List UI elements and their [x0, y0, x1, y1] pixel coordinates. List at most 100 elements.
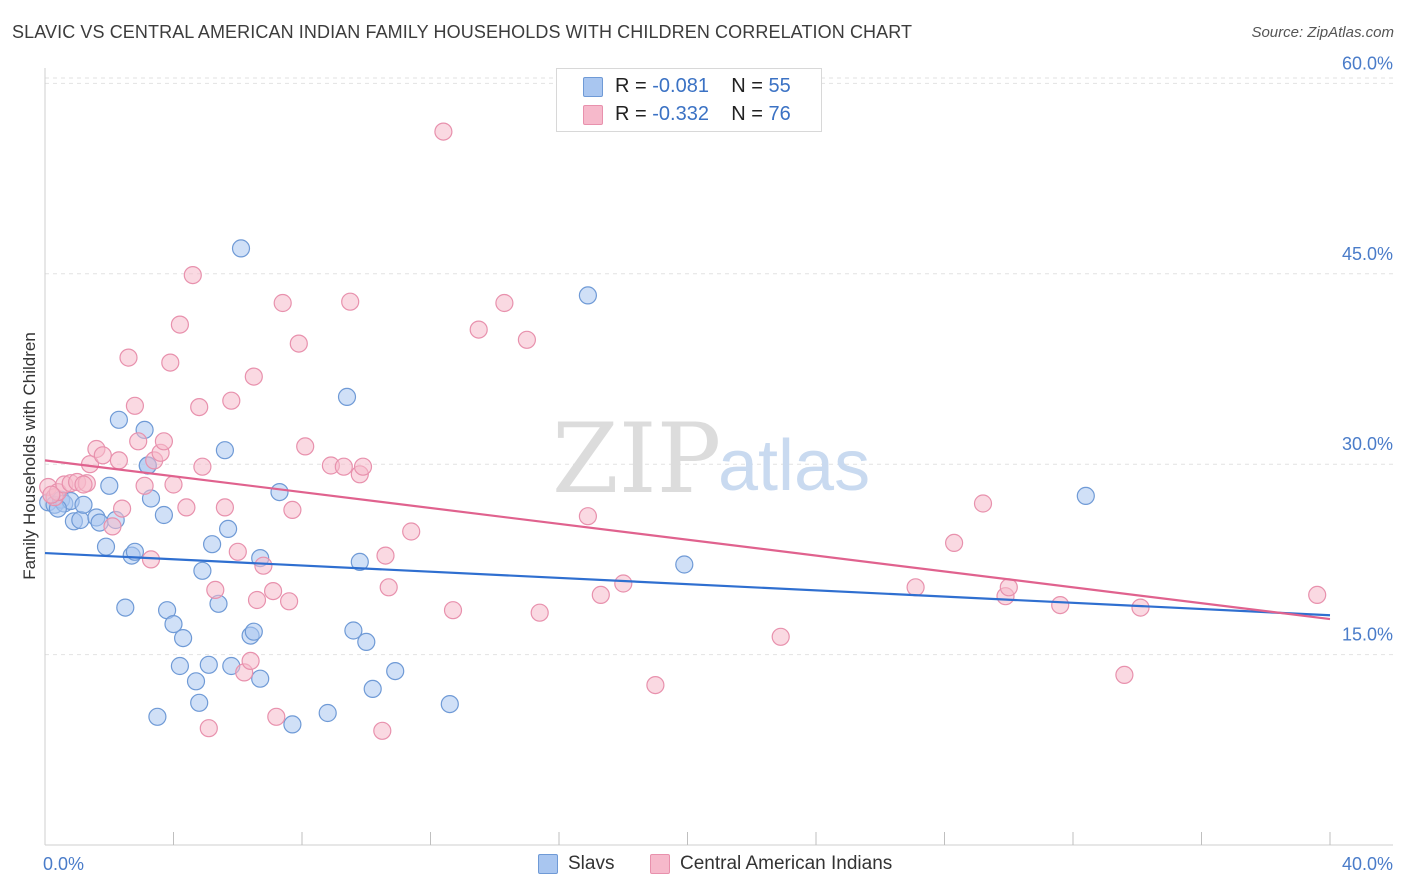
slavs-point [74, 495, 93, 514]
central-american-indians-point [103, 517, 122, 536]
slavs-point [100, 476, 119, 495]
x-tick-label-min: 0.0% [43, 854, 84, 874]
central-american-indians-point [614, 574, 633, 593]
stats-legend: R = -0.081 N = 55 R = -0.332 N = 76 [556, 68, 822, 132]
central-american-indians-point [241, 651, 260, 671]
x-tick-label-max: 40.0% [1342, 854, 1393, 874]
y-axis-label: Family Households with Children [20, 332, 39, 580]
central-american-indians-point [42, 485, 61, 504]
slavs-point [71, 510, 90, 530]
slavs-point [386, 661, 405, 681]
central-american-indians-point [1051, 595, 1070, 615]
central-american-indians-point [373, 721, 392, 740]
slavs-point [219, 519, 238, 539]
central-american-indians-point [1115, 665, 1134, 685]
slavs-point [675, 555, 694, 574]
central-american-indians-point [469, 320, 488, 339]
central-american-indians-point [125, 396, 144, 415]
central-american-indians-point [135, 476, 154, 495]
legend-n-value: 76 [768, 103, 791, 125]
central-american-indians-point [164, 475, 183, 494]
slavs-point [203, 535, 222, 554]
slavs-point [231, 239, 251, 258]
central-american-indians-point [222, 391, 241, 410]
central-american-indians-point [74, 475, 93, 494]
data-points [39, 122, 1327, 740]
slavs-point [244, 622, 263, 641]
y-tick-label: 45.0% [1342, 244, 1393, 264]
slavs-point [215, 441, 234, 460]
chart-title: SLAVIC VS CENTRAL AMERICAN INDIAN FAMILY… [12, 22, 913, 42]
source-credit: Source: ZipAtlas.com [1251, 24, 1394, 41]
central-american-indians-point [129, 432, 148, 451]
slavs-point [96, 537, 116, 556]
slavs-point [318, 703, 337, 723]
slavs-point [270, 483, 289, 502]
slavs-point [170, 656, 189, 676]
central-american-indians-point [283, 500, 302, 519]
slavs-point [154, 505, 173, 525]
central-american-indians-point [296, 437, 315, 456]
central-american-indians-point [215, 498, 234, 517]
central-american-indians-point [434, 122, 453, 141]
legend-n-label: N = [731, 75, 763, 97]
watermark: ZIP atlas [552, 403, 870, 515]
central-american-indians-point [379, 578, 398, 597]
central-american-indians-point [154, 432, 173, 451]
gridlines [45, 77, 1393, 656]
legend-r-value: -0.081 [652, 75, 709, 97]
legend-swatch-slavs [583, 77, 603, 97]
central-american-indians-point [199, 719, 218, 738]
slavs-point [363, 679, 382, 699]
central-american-indians-point [273, 293, 292, 313]
central-american-indians-point [591, 585, 610, 605]
central-american-indians-point [906, 578, 925, 597]
slavs-point [440, 694, 459, 714]
central-american-indians-point [280, 592, 299, 611]
central-american-indians-point [109, 451, 129, 470]
central-american-indians-point [170, 315, 189, 334]
slavs-point [193, 561, 212, 580]
central-american-indians-point [254, 556, 273, 575]
central-american-indians-point [376, 546, 395, 565]
central-american-indians-point [402, 522, 421, 541]
legend-r-label: R = [615, 75, 647, 97]
central-american-indians-point [247, 590, 267, 610]
slavs-point [109, 410, 129, 429]
slavs-point [125, 542, 144, 561]
central-american-indians-point [206, 580, 225, 600]
slavs-point [199, 655, 218, 674]
slavs-point [116, 598, 135, 617]
slavs-point [251, 669, 270, 688]
central-american-indians-point [353, 457, 373, 476]
central-american-indians-point [578, 507, 598, 526]
central-american-indians-point [530, 603, 549, 622]
central-american-indians-point [944, 533, 964, 553]
slavs-point [164, 614, 183, 634]
central-american-indians-point [244, 367, 263, 386]
watermark-zip: ZIP [552, 403, 721, 515]
central-american-indians-point [517, 330, 537, 349]
trend-lines [44, 459, 1331, 621]
legend-n-value: 55 [768, 75, 791, 97]
axes [44, 68, 1393, 846]
slavs-point [578, 286, 598, 305]
central-american-indians-point [443, 601, 463, 620]
central-american-indians-point [177, 498, 196, 517]
bottom-legend-label-slavs: Slavs [568, 853, 615, 874]
central-american-indians-point [267, 707, 286, 726]
central-american-indians-point [334, 457, 353, 476]
slavs-point [337, 387, 357, 406]
central-american-indians-point [1308, 585, 1327, 605]
central-american-indians-point [161, 353, 180, 372]
x-ticks [173, 832, 1331, 845]
central-american-indians-point [646, 675, 665, 695]
legend-r-value: -0.332 [652, 103, 709, 125]
slavs-trend-line [44, 551, 1331, 617]
central-american-indians-point [973, 494, 993, 513]
slavs-point [186, 672, 206, 691]
central-american-indians-point [341, 292, 360, 311]
bottom-legend-swatch-slavs [538, 854, 558, 874]
central-american-indians-point [112, 499, 132, 518]
central-american-indians-point [264, 581, 283, 601]
